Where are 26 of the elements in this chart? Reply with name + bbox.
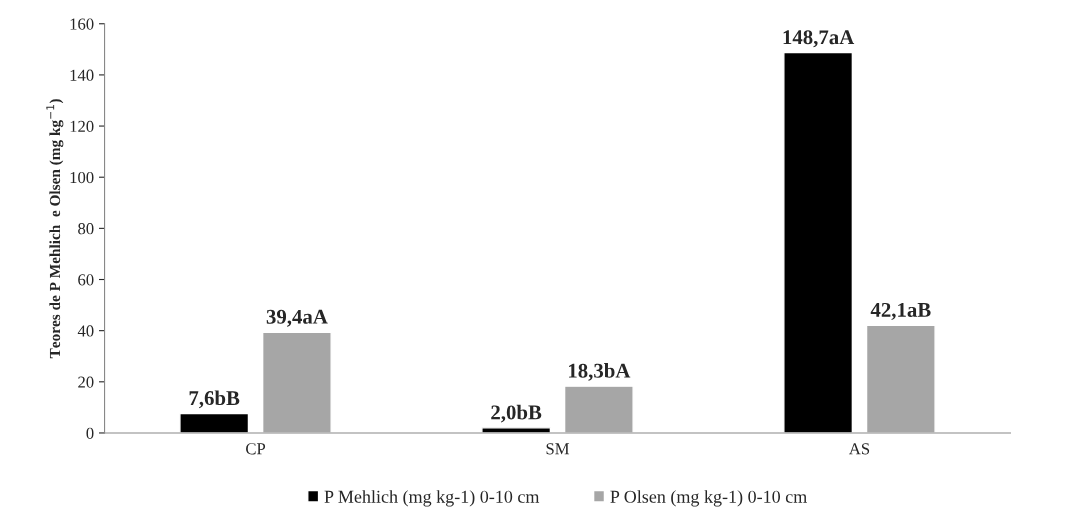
y-tick-label: 100 (70, 171, 94, 184)
y-tick-label: 60 (78, 274, 94, 286)
data-label: 18,3bA (569, 363, 631, 381)
bar (783, 51, 854, 433)
y-tick-label: 20 (78, 376, 94, 388)
bar (563, 385, 634, 433)
data-label: 148,7aA (783, 30, 855, 48)
y-tick-label: 140 (70, 69, 94, 81)
y-tick-label: 120 (70, 120, 94, 133)
data-label: 42,1aB (870, 302, 931, 320)
bar (261, 331, 332, 433)
x-tick-label: CP (246, 443, 266, 455)
y-tick-label: 40 (77, 325, 94, 337)
x-tick-label: SM (546, 443, 570, 455)
data-label: 2,0bB (491, 404, 542, 423)
bar (865, 324, 936, 433)
legend-label: P Mehlich (mg kg-1) 0-10 cm (324, 490, 540, 507)
legend-label: P Olsen (mg kg-1) 0-10 cm (610, 490, 807, 507)
data-label: 7,6bB (189, 390, 240, 409)
y-tick-label: 160 (70, 18, 94, 30)
y-axis-title: Teores de P Mehlich e Olsen (mg kg$^{−1}$) (46, 99, 64, 359)
y-tick-label: 0 (86, 427, 94, 439)
y-tick-label: 80 (78, 223, 94, 235)
x-tick-label: AS (848, 443, 870, 455)
data-label: 39,4aA (266, 309, 328, 327)
bar (179, 412, 250, 433)
